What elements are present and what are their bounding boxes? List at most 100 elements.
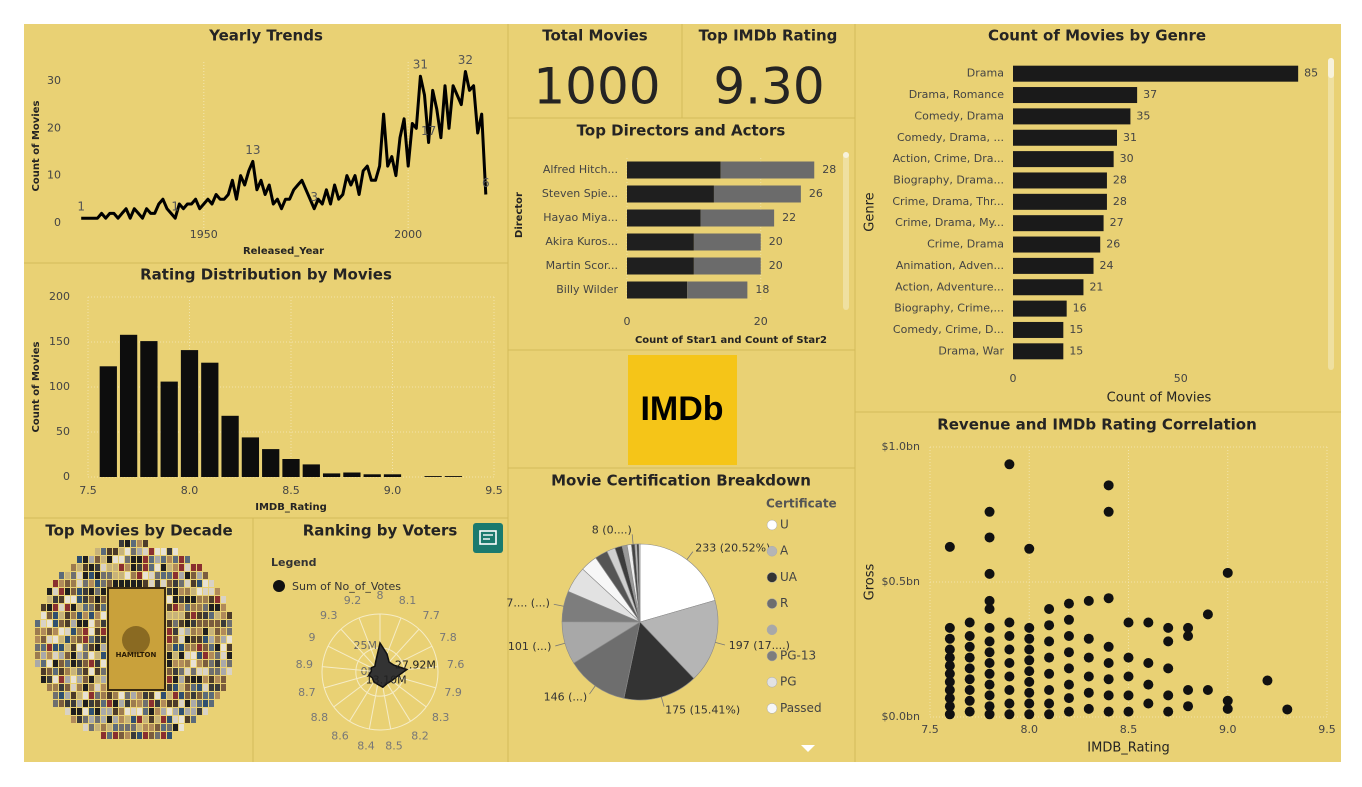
collage-tile bbox=[179, 644, 184, 651]
data-label: 146 (...) bbox=[544, 690, 588, 703]
point bbox=[1103, 674, 1114, 685]
y-tick-label: 20 bbox=[47, 121, 61, 134]
collage-tile bbox=[197, 700, 202, 707]
collage-tile bbox=[203, 660, 208, 667]
panel-title: Top Movies by Decade bbox=[45, 522, 232, 540]
collage-tile bbox=[221, 628, 226, 635]
collage-tile bbox=[53, 700, 58, 707]
collage-tile bbox=[197, 676, 202, 683]
collage-tile bbox=[185, 692, 190, 699]
collage-tile bbox=[41, 636, 46, 643]
point bbox=[1044, 709, 1055, 720]
point bbox=[1143, 698, 1154, 709]
legend-more-arrow[interactable] bbox=[801, 745, 815, 752]
collage-tile bbox=[125, 548, 130, 555]
collage-tile bbox=[197, 580, 202, 587]
bar bbox=[1013, 108, 1131, 125]
collage-tile bbox=[131, 564, 136, 571]
collage-tile bbox=[71, 660, 76, 667]
x-tick-label: 9.0 bbox=[1219, 723, 1237, 736]
collage-tile bbox=[47, 652, 52, 659]
collage-tile bbox=[47, 636, 52, 643]
category-label: 8.5 bbox=[385, 740, 403, 753]
collage-tile bbox=[155, 580, 160, 587]
collage-tile bbox=[41, 612, 46, 619]
collage-tile bbox=[149, 564, 154, 571]
point bbox=[1063, 647, 1074, 658]
point bbox=[1044, 636, 1055, 647]
collage-tile bbox=[167, 692, 172, 699]
collage-tile bbox=[227, 628, 232, 635]
collage-tile bbox=[101, 644, 106, 651]
collage-tile bbox=[59, 660, 64, 667]
bar bbox=[1013, 87, 1138, 104]
collage-tile bbox=[185, 564, 190, 571]
collage-tile bbox=[179, 708, 184, 715]
focus-icon[interactable] bbox=[473, 523, 503, 553]
scrollbar[interactable] bbox=[1328, 58, 1334, 370]
data-label: 31 bbox=[1123, 131, 1137, 144]
collage-tile bbox=[185, 572, 190, 579]
collage-tile bbox=[83, 692, 88, 699]
collage-tile bbox=[83, 700, 88, 707]
collage-tile bbox=[77, 660, 82, 667]
collage-tile bbox=[179, 652, 184, 659]
collage-tile bbox=[77, 564, 82, 571]
collage-tile bbox=[173, 700, 178, 707]
collage-tile bbox=[89, 588, 94, 595]
point bbox=[1024, 644, 1035, 655]
point bbox=[1024, 666, 1035, 677]
collage-tile bbox=[101, 732, 106, 739]
collage-tile bbox=[83, 604, 88, 611]
y-tick-label: $0.5bn bbox=[882, 575, 920, 588]
collage-tile bbox=[173, 684, 178, 691]
point bbox=[1163, 690, 1174, 701]
collage-tile bbox=[101, 564, 106, 571]
point bbox=[984, 604, 995, 614]
collage-tile bbox=[47, 604, 52, 611]
point bbox=[944, 652, 955, 663]
collage-tile bbox=[89, 628, 94, 635]
collage-tile bbox=[197, 620, 202, 627]
bar bbox=[1013, 65, 1299, 82]
scroll-thumb[interactable] bbox=[1328, 58, 1334, 78]
collage-tile bbox=[125, 572, 130, 579]
collage-tile bbox=[179, 724, 184, 731]
point bbox=[944, 541, 955, 552]
point bbox=[944, 633, 955, 644]
collage-tile bbox=[113, 732, 118, 739]
collage-tile bbox=[125, 692, 130, 699]
collage-tile bbox=[107, 564, 112, 571]
panel-borders bbox=[24, 24, 1341, 762]
collage-tile bbox=[197, 572, 202, 579]
data-label: 27.92M bbox=[395, 659, 436, 672]
point bbox=[1143, 658, 1154, 668]
y-axis-title: Gross bbox=[863, 563, 878, 600]
collage-tile bbox=[101, 716, 106, 723]
collage-tile bbox=[131, 692, 136, 699]
collage-tile bbox=[173, 724, 178, 731]
y-tick-label: Crime, Drama, Thr... bbox=[892, 195, 1004, 208]
logo-text: IMDb bbox=[640, 390, 723, 428]
collage-tile bbox=[179, 556, 184, 563]
collage-tile bbox=[167, 564, 172, 571]
collage-tile bbox=[83, 628, 88, 635]
collage-tile bbox=[149, 716, 154, 723]
scrollbar[interactable] bbox=[843, 152, 849, 310]
bar-segment bbox=[713, 185, 801, 203]
collage-tile bbox=[191, 668, 196, 675]
collage-tile bbox=[173, 564, 178, 571]
collage-tile bbox=[185, 660, 190, 667]
collage-tile bbox=[131, 556, 136, 563]
card-value: 9.30 bbox=[713, 58, 824, 116]
collage-tile bbox=[185, 668, 190, 675]
collage-tile bbox=[167, 548, 172, 555]
scroll-thumb[interactable] bbox=[843, 152, 849, 158]
collage-tile bbox=[95, 548, 100, 555]
data-label: 27 bbox=[1110, 216, 1124, 229]
panel-title: Movie Certification Breakdown bbox=[551, 472, 811, 490]
collage-tile bbox=[101, 556, 106, 563]
data-label: 17 bbox=[421, 124, 436, 138]
collage-tile bbox=[221, 604, 226, 611]
collage-tile bbox=[209, 684, 214, 691]
